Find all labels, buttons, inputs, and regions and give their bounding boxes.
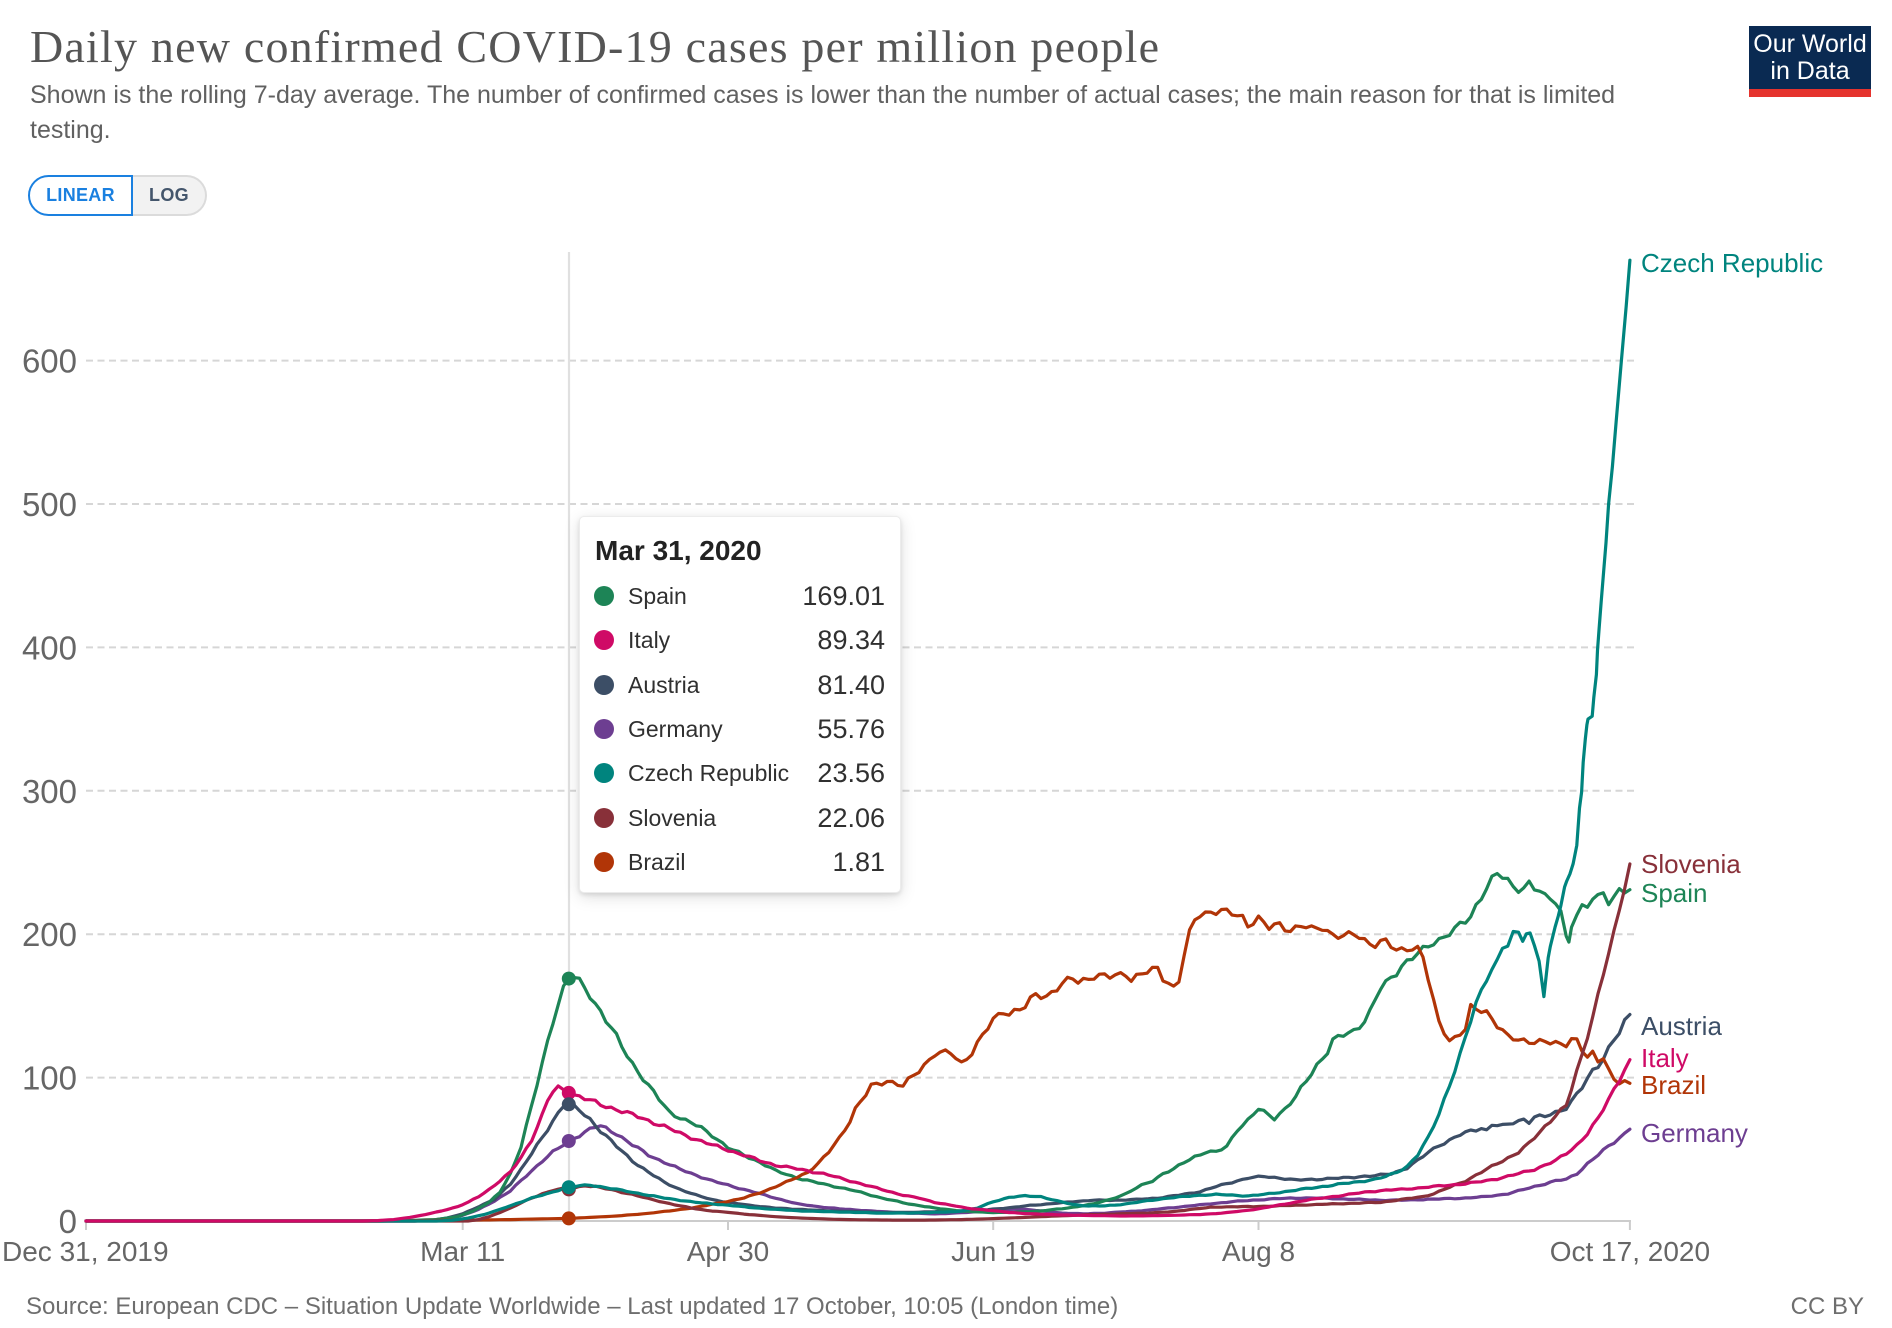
svg-text:Brazil: Brazil	[1641, 1070, 1706, 1100]
svg-text:400: 400	[22, 629, 77, 666]
svg-text:Austria: Austria	[1641, 1011, 1722, 1041]
svg-text:Czech Republic: Czech Republic	[1641, 248, 1823, 278]
svg-text:Aug 8: Aug 8	[1222, 1236, 1295, 1267]
svg-text:0: 0	[59, 1203, 77, 1240]
svg-text:100: 100	[22, 1060, 77, 1097]
svg-text:500: 500	[22, 486, 77, 523]
svg-text:600: 600	[22, 343, 77, 380]
svg-text:Slovenia: Slovenia	[1641, 849, 1741, 879]
svg-text:300: 300	[22, 773, 77, 810]
svg-text:Apr 30: Apr 30	[687, 1236, 770, 1267]
svg-text:Spain: Spain	[1641, 878, 1708, 908]
svg-text:Germany: Germany	[1641, 1118, 1748, 1148]
svg-text:Dec 31, 2019: Dec 31, 2019	[2, 1236, 169, 1267]
svg-text:Italy: Italy	[1641, 1043, 1689, 1073]
svg-text:Jun 19: Jun 19	[951, 1236, 1035, 1267]
svg-text:Oct 17, 2020: Oct 17, 2020	[1550, 1236, 1710, 1267]
svg-text:200: 200	[22, 916, 77, 953]
svg-text:Mar 11: Mar 11	[420, 1236, 505, 1267]
